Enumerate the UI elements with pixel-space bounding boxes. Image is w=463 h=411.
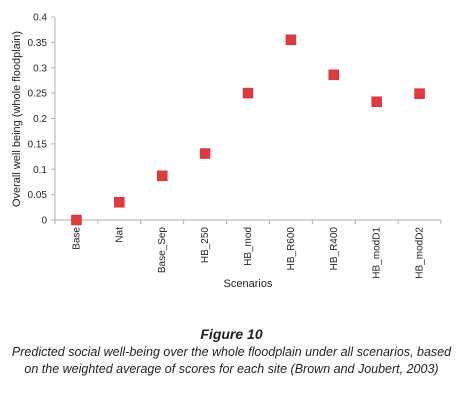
- y-tick-label: 0.35: [28, 38, 48, 49]
- data-point: [114, 196, 125, 208]
- x-tick-label: Base: [71, 227, 82, 250]
- y-tick-label: 0.05: [28, 190, 48, 201]
- y-tick-label: 0.3: [33, 63, 47, 74]
- caption-text: Predicted social well-being over the who…: [11, 345, 452, 376]
- data-point: [71, 214, 82, 226]
- y-axis-title: Overall well being (whole floodplain): [11, 31, 23, 207]
- figure-label: Figure 10: [200, 326, 263, 342]
- y-axis: 0 0.05 0.1 0.15 0.2 0.25 0.3 0.35 0.4: [28, 13, 56, 227]
- y-tick-label: 0: [41, 216, 47, 227]
- x-axis: Base Nat Base_Sep HB_250 HB_mod HB_R600 HB_R40…: [54, 219, 442, 279]
- data-point: [199, 148, 211, 159]
- x-tick-label: HB_250: [200, 227, 211, 264]
- data-point: [156, 170, 168, 182]
- x-tick-label: Nat: [114, 227, 125, 243]
- x-axis-title: Scenarios: [224, 278, 273, 290]
- x-tick-label: HB_modD2: [415, 227, 426, 279]
- y-tick-label: 0.4: [33, 13, 47, 24]
- y-tick-label: 0.15: [28, 139, 48, 150]
- y-tick-label: 0.2: [33, 114, 47, 125]
- data-points: [71, 34, 425, 226]
- scatter-chart: 00.050.10.150.20.250.30.350.4 Base Nat Bas…: [11, 13, 442, 290]
- x-tick-label: HB_R600: [286, 227, 297, 271]
- data-point: [371, 96, 382, 108]
- x-tick-label: HB_modD1: [372, 227, 383, 279]
- y-tick-label: 0.25: [28, 89, 48, 100]
- x-tick-label: HB_R400: [329, 227, 340, 271]
- data-point: [328, 69, 340, 81]
- y-tick-label: 0.1: [33, 165, 47, 176]
- data-point: [242, 87, 254, 99]
- data-point: [414, 88, 425, 99]
- x-tick-label: Base_Sep: [157, 227, 168, 274]
- data-point: [285, 34, 297, 46]
- figure-caption: Figure 10 Predicted social well-being ov…: [10, 325, 453, 378]
- x-tick-label: HB_mod: [243, 227, 254, 266]
